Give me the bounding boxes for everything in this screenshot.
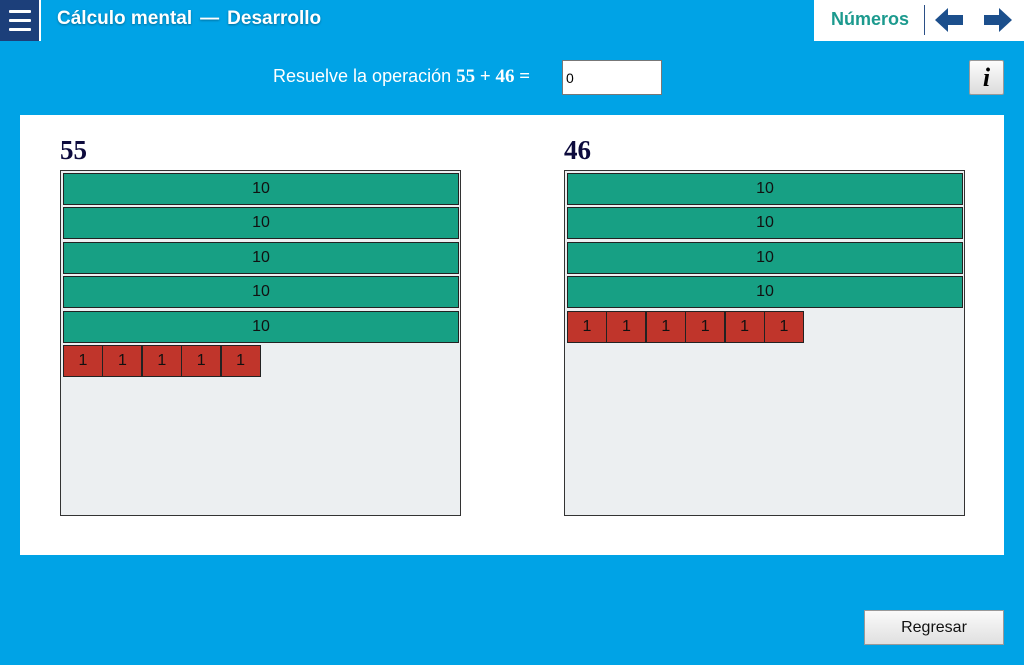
menu-button[interactable] bbox=[0, 0, 41, 41]
one-block: 1 bbox=[764, 310, 804, 343]
instruction-prompt: Resuelve la operación bbox=[273, 66, 452, 86]
ten-block: 10 bbox=[63, 173, 459, 205]
right-number-label: 46 bbox=[564, 135, 591, 165]
one-block: 1 bbox=[645, 310, 686, 343]
ten-block: 10 bbox=[63, 276, 459, 309]
left-blocks-box: 10 10 10 10 10 1 1 1 1 1 bbox=[60, 170, 461, 516]
one-block: 1 bbox=[220, 345, 261, 377]
one-block: 1 bbox=[606, 310, 647, 343]
ten-block: 10 bbox=[567, 207, 963, 240]
one-block: 1 bbox=[102, 345, 143, 377]
arrow-right-icon[interactable] bbox=[983, 6, 1013, 34]
one-block: 1 bbox=[141, 345, 182, 377]
one-block: 1 bbox=[724, 310, 765, 343]
ten-block: 10 bbox=[567, 173, 963, 205]
ten-block: 10 bbox=[567, 276, 963, 309]
arrow-left-icon[interactable] bbox=[934, 6, 964, 34]
instruction: Resuelve la operación 55 + 46 = bbox=[273, 66, 530, 88]
back-button[interactable]: Regresar bbox=[864, 610, 1004, 645]
one-block: 1 bbox=[685, 310, 726, 343]
info-button[interactable]: i bbox=[969, 60, 1004, 95]
title-text: Cálculo mental bbox=[57, 8, 193, 29]
ten-block: 10 bbox=[63, 207, 459, 240]
workspace-panel: 55 10 10 10 10 10 1 1 1 1 1 46 10 10 10 10 1 1 1 1 1 1 bbox=[20, 115, 1004, 555]
menu-icon-bar bbox=[9, 28, 31, 31]
one-block: 1 bbox=[181, 345, 222, 377]
right-blocks-box: 10 10 10 10 1 1 1 1 1 1 bbox=[564, 170, 965, 516]
app-title: Cálculo mental — Desarrollo bbox=[57, 8, 321, 30]
operation-expression: 55 + 46 = bbox=[456, 66, 531, 87]
subtitle-text: Desarrollo bbox=[227, 8, 322, 29]
section-label[interactable]: Números bbox=[831, 9, 910, 29]
top-right-nav: Números bbox=[814, 0, 1024, 41]
ten-block: 10 bbox=[63, 310, 459, 343]
answer-input[interactable] bbox=[562, 60, 662, 95]
menu-icon-bar bbox=[9, 19, 31, 22]
ten-block: 10 bbox=[63, 241, 459, 274]
title-separator: — bbox=[200, 8, 220, 29]
one-block: 1 bbox=[63, 345, 103, 377]
menu-icon bbox=[9, 10, 31, 13]
one-block: 1 bbox=[567, 310, 607, 343]
nav-divider bbox=[924, 5, 925, 35]
left-number-label: 55 bbox=[60, 135, 87, 165]
ten-block: 10 bbox=[567, 241, 963, 274]
